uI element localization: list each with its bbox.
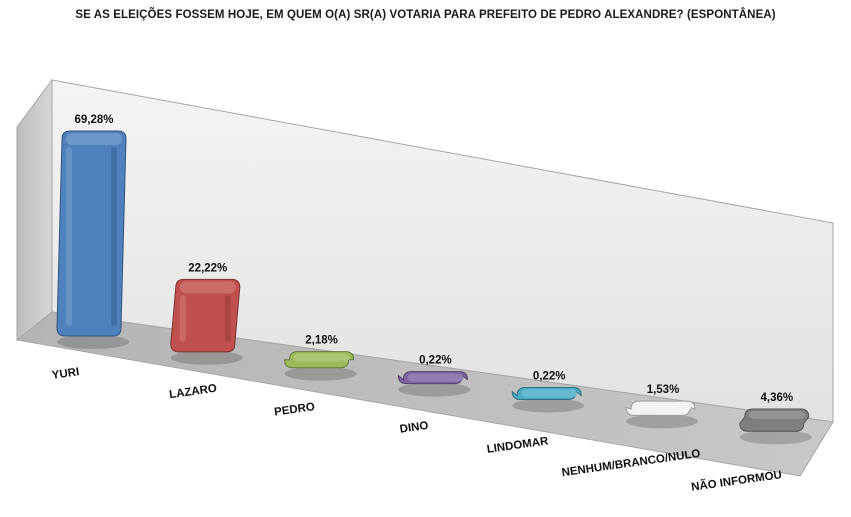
category-label: NENHUM/BRANCO/NULO — [561, 448, 701, 479]
bar-shadow — [512, 398, 585, 413]
bar-cap — [635, 403, 691, 412]
bar-face — [56, 130, 127, 337]
bar-edge — [224, 295, 231, 342]
bar-shadow — [398, 382, 471, 397]
category-label: PEDRO — [273, 401, 315, 419]
bar-shadow — [170, 350, 243, 365]
chart-title: SE AS ELEIÇÕES FOSSEM HOJE, EM QUEM O(A)… — [75, 9, 776, 21]
data-label: 0,22% — [533, 371, 566, 383]
bar-cap — [407, 373, 464, 382]
bar-5 — [625, 400, 698, 429]
category-label: LINDOMAR — [486, 435, 550, 456]
data-label: 1,53% — [647, 384, 680, 396]
bar-shadow — [57, 335, 129, 349]
data-label: 22,22% — [188, 262, 227, 274]
data-label: 69,28% — [74, 114, 113, 126]
category-label: DINO — [399, 420, 429, 436]
plot-area — [15, 78, 834, 477]
category-label: LAZARO — [169, 383, 218, 402]
bar-cap — [179, 281, 236, 294]
bar-cap — [748, 410, 805, 419]
bar-4 — [511, 387, 585, 413]
bar-face — [170, 278, 241, 353]
data-label: 2,18% — [305, 335, 338, 347]
data-label: 0,22% — [419, 355, 452, 367]
bar-shadow — [626, 414, 698, 429]
side-wall — [16, 78, 53, 342]
floor — [15, 311, 834, 477]
bar-shadow — [739, 430, 812, 445]
bar-cap — [521, 389, 578, 398]
bar-cap — [66, 133, 122, 145]
bar-highlight — [179, 295, 186, 342]
bar-edge — [111, 147, 117, 326]
bar-6 — [739, 408, 812, 445]
category-label: NÃO INFORMOU — [690, 468, 782, 494]
bar-cap — [293, 353, 350, 362]
data-label: 4,36% — [760, 392, 793, 404]
bar-0 — [56, 130, 129, 349]
bar-1 — [170, 278, 243, 365]
bar-2 — [284, 351, 357, 381]
category-label: YURI — [51, 366, 80, 382]
bar-highlight — [66, 147, 72, 326]
bar-shadow — [284, 366, 357, 381]
bar-3 — [397, 371, 471, 397]
